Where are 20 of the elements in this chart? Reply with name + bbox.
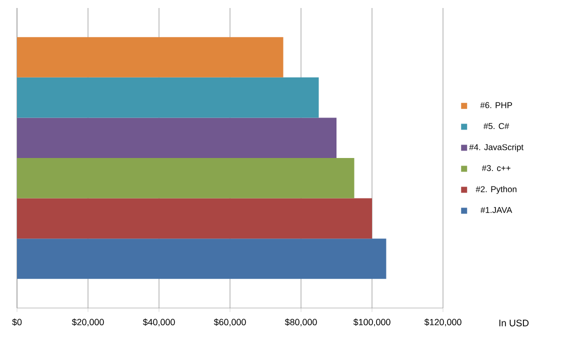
legend-label: #2. Python <box>476 186 516 194</box>
x-tick-label: $60,000 <box>214 318 246 326</box>
bar <box>17 158 354 198</box>
x-tick-label: $80,000 <box>284 318 317 326</box>
x-tick-label: $0 <box>12 318 22 326</box>
x-tick-label: $120,000 <box>424 318 462 326</box>
bar <box>17 238 386 279</box>
bar <box>17 198 372 239</box>
x-tick-label: $100,000 <box>353 318 390 326</box>
bar <box>17 37 284 78</box>
legend-label: #5. C# <box>483 123 510 130</box>
bar <box>17 118 337 158</box>
x-axis-title: In USD <box>499 320 529 326</box>
legend-label: #3. c++ <box>482 165 510 172</box>
x-tick-label: $20,000 <box>72 318 104 326</box>
legend-label: #4. JavaScript <box>469 144 524 152</box>
bar <box>17 77 319 118</box>
legend-label: #6. PHP <box>480 102 512 108</box>
legend-label: #1.JAVA <box>480 207 512 213</box>
x-tick-label: $40,000 <box>142 318 175 326</box>
